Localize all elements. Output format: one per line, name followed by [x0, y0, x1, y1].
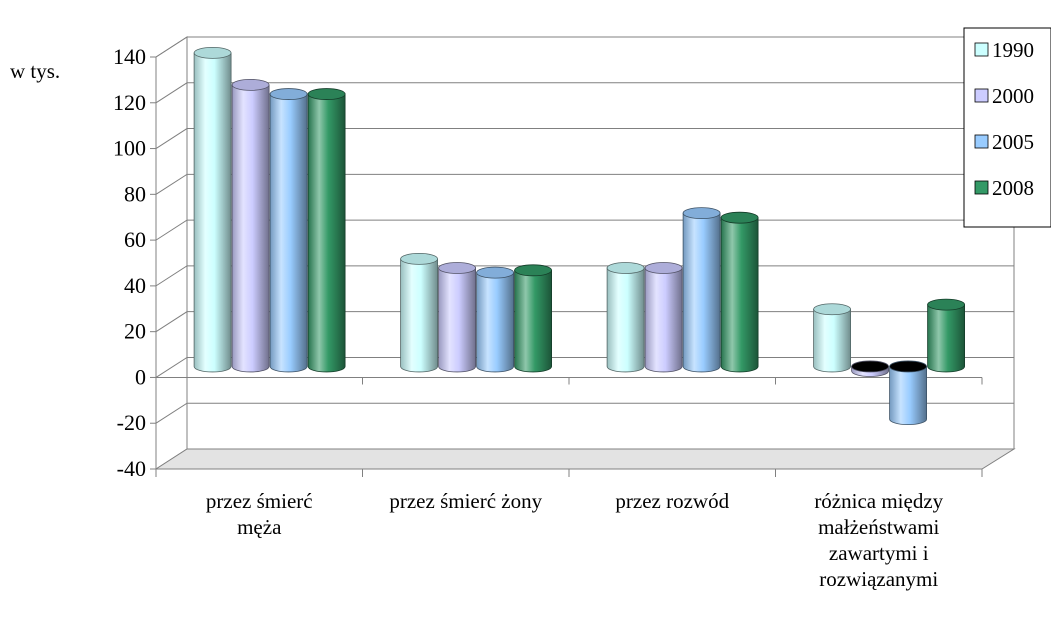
bar-cap — [889, 360, 927, 373]
y-tick-label: 40 — [124, 273, 146, 298]
bar — [606, 262, 645, 373]
y-tick-label: 100 — [113, 136, 146, 161]
bar-body — [813, 308, 851, 373]
x-category-label-line: przez rozwód — [615, 489, 729, 513]
bar — [400, 252, 439, 373]
floor — [154, 448, 1016, 470]
bar-body — [193, 52, 232, 373]
bar-body — [400, 258, 438, 373]
bar — [476, 266, 515, 373]
bar-body — [889, 366, 927, 425]
bar-cap — [476, 266, 515, 279]
bar — [889, 360, 927, 425]
bar — [514, 264, 552, 373]
bar-cap — [307, 88, 346, 100]
legend-label: 2008 — [992, 176, 1034, 200]
bar-body — [514, 269, 552, 373]
bar-body — [682, 212, 721, 373]
legend-label: 2005 — [992, 130, 1034, 154]
x-category-label-line: różnica między — [814, 489, 943, 513]
legend-label: 1990 — [992, 38, 1034, 62]
bar-cap — [606, 262, 645, 274]
bar-body — [476, 272, 514, 373]
bar-cap — [851, 360, 889, 373]
bar-cap — [400, 252, 439, 265]
x-category-label: przez śmierć męża — [206, 489, 313, 539]
y-tick-label: 20 — [124, 319, 146, 344]
y-tick-label: 0 — [135, 364, 146, 389]
bar — [269, 88, 308, 373]
gridline — [155, 402, 1014, 424]
chart-labels: -40 -20 0 20 40 60 80 100 120 140 w tys. przez śmie… — [10, 44, 944, 591]
y-axis-unit-label: w tys. — [10, 59, 60, 83]
x-category-label: przez rozwód — [615, 489, 729, 513]
gridline — [155, 128, 1014, 149]
x-category-label: różnica między małżeństwami zawartymi i roz… — [814, 489, 943, 591]
bar-cap — [644, 262, 683, 274]
bar — [927, 298, 965, 373]
x-category-label-line: męża — [237, 515, 282, 539]
x-category-label-line: małżeństwami — [818, 515, 939, 539]
bar-cap — [269, 88, 308, 100]
y-tick-label: 80 — [124, 181, 146, 206]
legend-swatch — [974, 88, 989, 103]
bar-body — [307, 93, 346, 373]
side-wall — [155, 36, 188, 470]
bar-body — [269, 93, 308, 373]
x-category-label-line: przez śmierć żony — [389, 489, 542, 513]
bar-cap — [514, 264, 552, 277]
bar — [682, 207, 721, 373]
bar-body — [606, 267, 645, 373]
bar — [193, 46, 232, 373]
bar-cap — [438, 262, 477, 274]
gridline — [155, 82, 1014, 104]
chart-axes — [150, 56, 983, 477]
bar — [438, 262, 477, 373]
y-tick-label: 120 — [113, 90, 146, 115]
bar-body — [927, 304, 965, 373]
legend-swatch — [974, 134, 989, 149]
bar — [813, 303, 851, 373]
x-category-label-line: rozwiązanymi — [819, 567, 938, 591]
bar — [720, 211, 759, 373]
bar — [644, 262, 683, 373]
bar — [231, 79, 270, 373]
bar-cap — [927, 298, 965, 311]
legend: 1990 2000 2005 2008 — [963, 27, 1051, 228]
bar-cap — [813, 303, 851, 316]
bar — [307, 88, 346, 373]
bar-body — [231, 84, 270, 373]
bar-cap — [720, 211, 759, 224]
gridline — [155, 36, 1014, 58]
x-category-label: przez śmierć żony — [389, 489, 542, 513]
legend-swatch — [974, 180, 989, 195]
gridline — [155, 173, 1014, 195]
x-category-label-line: zawartymi i — [829, 541, 929, 565]
bar-body — [720, 217, 759, 373]
y-tick-label: -40 — [117, 456, 146, 481]
chart-bars — [193, 46, 965, 425]
bar-cap — [193, 46, 232, 59]
legend-label: 2000 — [992, 84, 1034, 108]
bar — [851, 360, 889, 377]
bar-body — [438, 267, 476, 373]
bar-body — [644, 267, 683, 373]
bar-cap — [682, 207, 721, 219]
bar-cap — [231, 79, 270, 91]
y-tick-label: 60 — [124, 227, 146, 252]
y-tick-label: -20 — [117, 410, 146, 435]
legend-swatch — [974, 42, 989, 57]
x-category-label-line: przez śmierć — [206, 489, 313, 513]
y-tick-label: 140 — [113, 44, 146, 69]
